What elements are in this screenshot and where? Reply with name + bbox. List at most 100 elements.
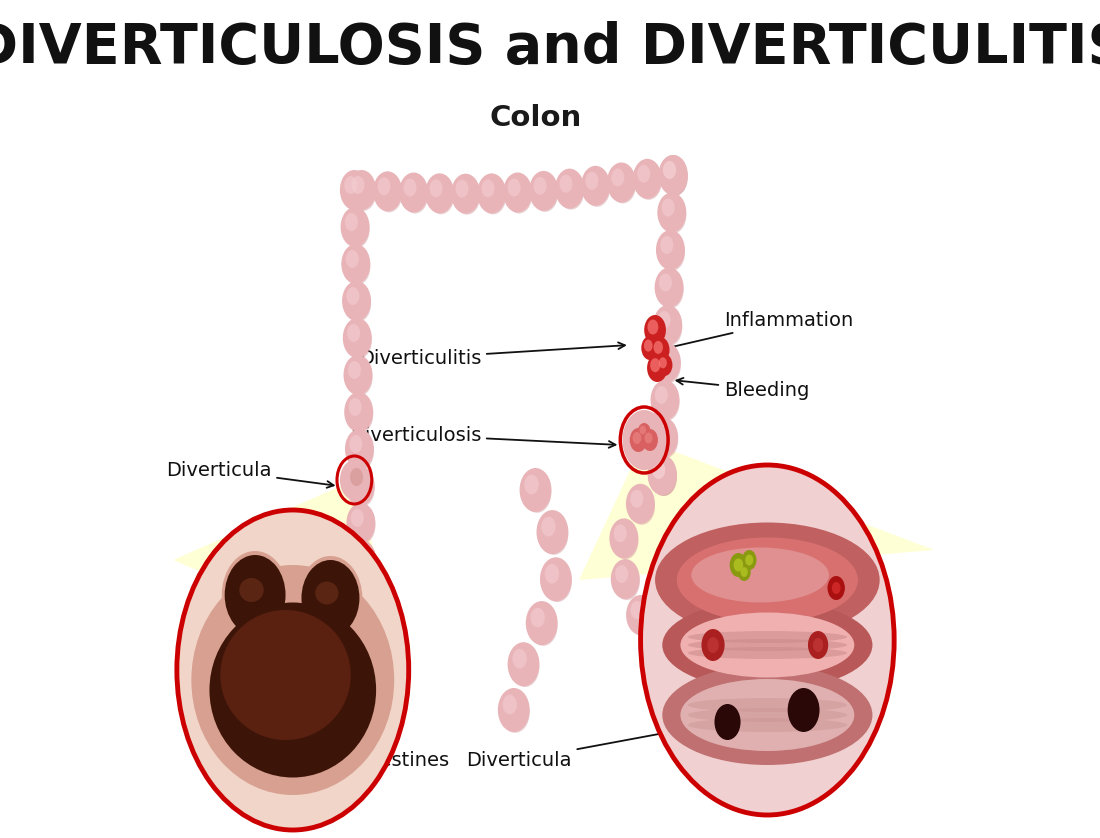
Circle shape (346, 287, 360, 305)
Circle shape (519, 468, 551, 512)
Circle shape (629, 600, 656, 636)
Circle shape (377, 178, 390, 195)
Circle shape (702, 629, 725, 661)
Circle shape (648, 455, 676, 495)
Circle shape (581, 166, 611, 206)
Circle shape (352, 176, 364, 194)
Circle shape (404, 178, 417, 196)
Circle shape (544, 564, 559, 584)
Circle shape (373, 171, 403, 211)
Circle shape (345, 213, 358, 231)
Circle shape (530, 608, 544, 628)
Circle shape (402, 178, 428, 214)
Circle shape (340, 170, 368, 210)
Circle shape (503, 173, 532, 213)
Circle shape (344, 249, 371, 285)
Circle shape (742, 550, 757, 570)
Circle shape (651, 460, 676, 496)
Circle shape (177, 510, 409, 830)
Circle shape (345, 250, 359, 268)
Circle shape (613, 524, 638, 560)
Circle shape (365, 650, 394, 690)
Circle shape (345, 323, 372, 359)
Ellipse shape (688, 718, 847, 732)
Circle shape (653, 305, 682, 345)
Circle shape (368, 655, 394, 691)
Circle shape (734, 558, 744, 572)
Circle shape (707, 637, 718, 653)
Circle shape (348, 361, 361, 379)
Circle shape (614, 525, 627, 542)
Circle shape (638, 423, 651, 441)
Circle shape (340, 460, 368, 500)
Circle shape (645, 432, 652, 443)
Circle shape (343, 212, 370, 248)
Circle shape (654, 348, 681, 384)
Ellipse shape (691, 547, 829, 603)
Ellipse shape (191, 565, 394, 795)
Circle shape (626, 484, 654, 524)
Circle shape (661, 160, 688, 196)
Ellipse shape (688, 698, 847, 712)
Circle shape (560, 174, 572, 193)
Circle shape (807, 631, 828, 659)
Text: Colon: Colon (490, 104, 582, 132)
Circle shape (738, 563, 750, 581)
Circle shape (813, 638, 823, 652)
Circle shape (637, 165, 650, 183)
Circle shape (341, 244, 371, 284)
Circle shape (529, 171, 558, 211)
Circle shape (644, 339, 652, 352)
Circle shape (658, 193, 686, 232)
Circle shape (658, 272, 683, 308)
Circle shape (534, 177, 547, 195)
Circle shape (345, 466, 375, 506)
Circle shape (652, 461, 666, 479)
Ellipse shape (681, 613, 855, 677)
Circle shape (348, 397, 373, 433)
Circle shape (556, 168, 584, 209)
Circle shape (629, 428, 647, 452)
Circle shape (522, 473, 551, 513)
Circle shape (482, 179, 495, 198)
Circle shape (451, 173, 480, 214)
Circle shape (660, 236, 673, 254)
Ellipse shape (688, 708, 847, 722)
Circle shape (653, 385, 680, 421)
Circle shape (345, 429, 374, 469)
Circle shape (623, 410, 666, 470)
Circle shape (650, 380, 680, 420)
Circle shape (351, 620, 380, 660)
Circle shape (510, 648, 539, 687)
Ellipse shape (209, 603, 376, 778)
Ellipse shape (316, 582, 339, 604)
Circle shape (370, 656, 383, 674)
Circle shape (480, 178, 506, 215)
Circle shape (350, 468, 363, 486)
Circle shape (348, 324, 360, 342)
Text: Bleeding: Bleeding (676, 378, 810, 400)
Circle shape (584, 171, 610, 207)
Circle shape (454, 178, 480, 215)
Circle shape (652, 461, 666, 479)
Circle shape (651, 460, 676, 496)
Circle shape (656, 310, 682, 346)
Circle shape (506, 178, 532, 214)
Circle shape (651, 337, 670, 363)
Circle shape (626, 595, 656, 635)
Circle shape (729, 553, 747, 577)
Circle shape (558, 173, 584, 210)
Circle shape (428, 178, 454, 215)
Ellipse shape (688, 647, 847, 659)
Circle shape (661, 160, 688, 196)
Circle shape (349, 398, 362, 416)
Circle shape (352, 546, 364, 564)
Circle shape (539, 515, 569, 555)
Circle shape (653, 423, 667, 442)
Ellipse shape (656, 523, 880, 638)
Ellipse shape (240, 578, 264, 602)
Ellipse shape (688, 631, 847, 643)
Circle shape (513, 649, 527, 669)
Circle shape (650, 358, 660, 372)
Circle shape (788, 688, 820, 732)
